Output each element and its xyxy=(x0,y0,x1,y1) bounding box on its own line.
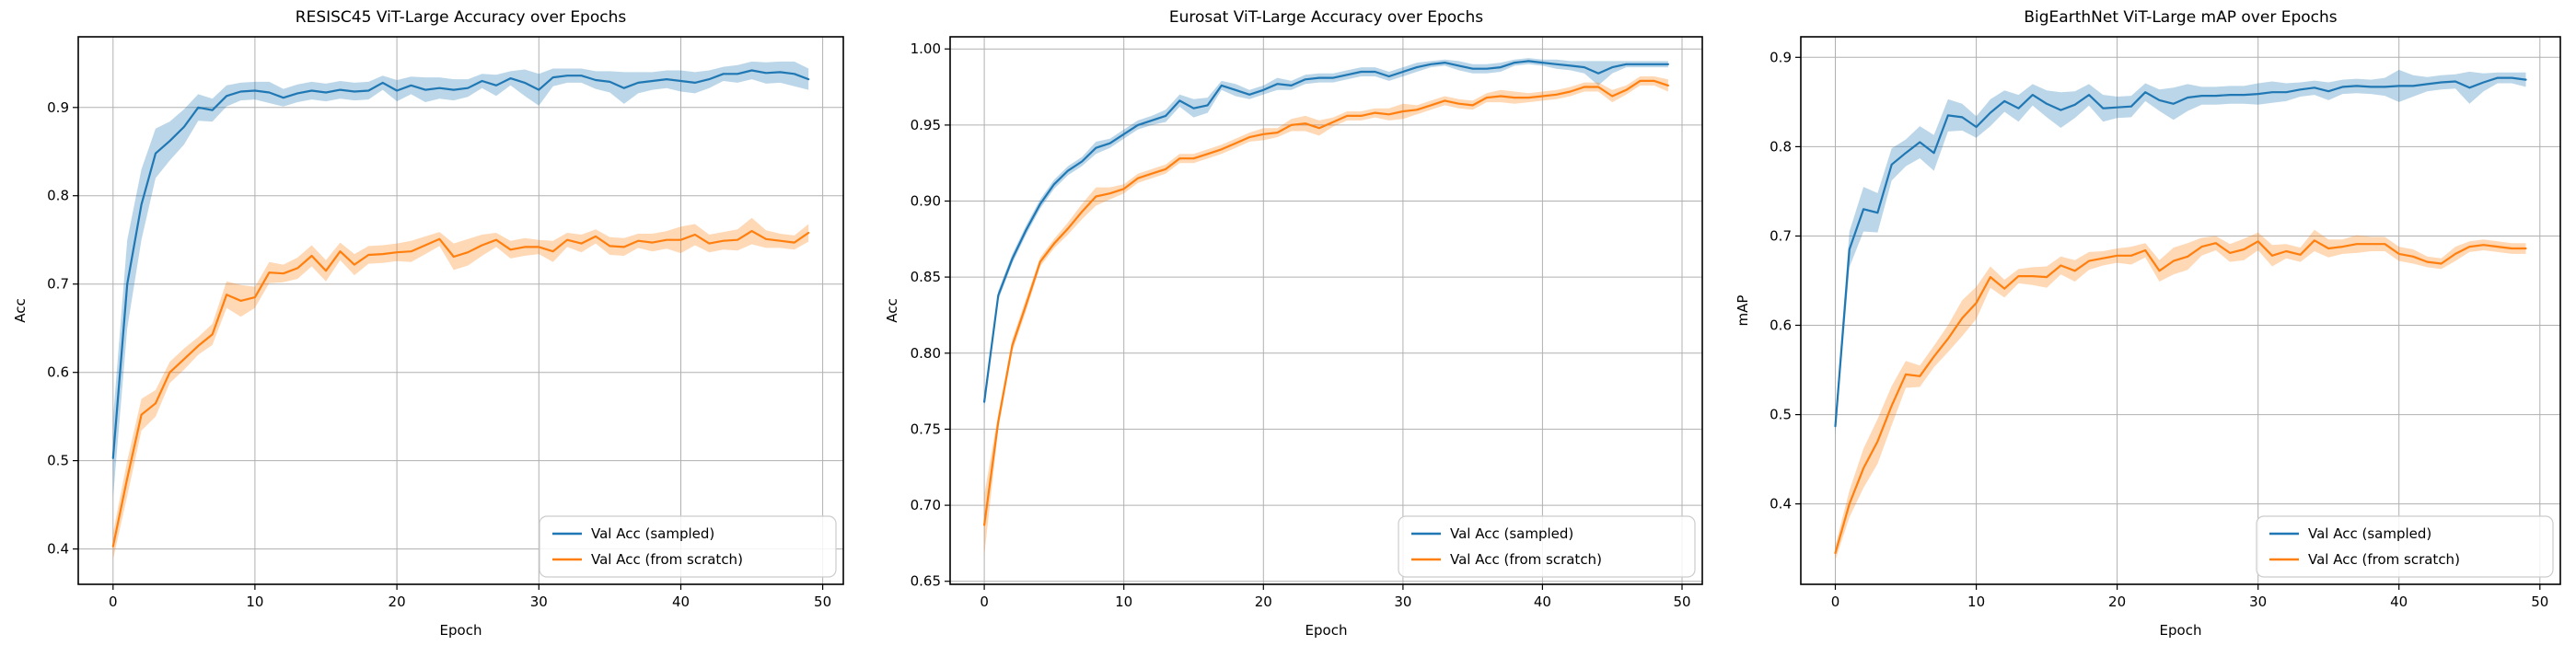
y-axis-label: Acc xyxy=(884,298,900,323)
x-tick-label: 10 xyxy=(1115,594,1132,610)
x-tick-label: 40 xyxy=(672,594,690,610)
x-tick-label: 50 xyxy=(2531,594,2548,610)
resisc45-chart-svg: 0 10 20 30 40 50 0.4 0.5 0.6 0.7 0.8 0.9 RESISC45 Vi… xyxy=(0,0,859,657)
x-tick-label: 40 xyxy=(2390,594,2408,610)
chart-panel-eurosat: 0 10 20 30 40 50 0.65 0.70 0.75 0.80 0.85 0.90 0.95 1… xyxy=(859,0,1718,657)
y-tick-label: 0.7 xyxy=(47,276,69,293)
y-tick-label: 0.90 xyxy=(911,193,941,210)
x-tick-label: 20 xyxy=(1255,594,1272,610)
y-tick-label: 0.80 xyxy=(911,345,941,362)
axes-spines xyxy=(1800,36,2561,585)
x-tick-label: 30 xyxy=(1394,594,1411,610)
y-tick-label: 0.70 xyxy=(911,497,941,513)
x-axis-label: Epoch xyxy=(2160,622,2202,639)
x-tick-label: 0 xyxy=(109,594,118,610)
legend: Val Acc (sampled) Val Acc (from scratch) xyxy=(539,515,837,578)
y-tick-label: 0.9 xyxy=(47,99,69,116)
chart-title: BigEarthNet ViT-Large mAP over Epochs xyxy=(2024,8,2337,27)
legend-label-1: Val Acc (from scratch) xyxy=(1450,551,1602,568)
x-tick-label: 0 xyxy=(1831,594,1840,610)
series-line-0 xyxy=(111,69,810,459)
y-tick-label: 0.8 xyxy=(1770,138,1792,155)
axes-spines xyxy=(77,36,844,585)
x-tick-label: 40 xyxy=(1534,594,1551,610)
legend-box xyxy=(2256,515,2554,578)
legend-label-0: Val Acc (sampled) xyxy=(591,525,714,542)
legend-box xyxy=(539,515,837,578)
series-line-0 xyxy=(983,60,1670,403)
legend-label-1: Val Acc (from scratch) xyxy=(591,551,743,568)
eurosat-chart-svg: 0 10 20 30 40 50 0.65 0.70 0.75 0.80 0.85 0.90 0.95 1… xyxy=(859,0,1718,657)
chart-panel-bigearthnet: 0 10 20 30 40 50 0.4 0.5 0.6 0.7 0.8 0.9 BigEarthNet… xyxy=(1718,0,2576,657)
series-line-1 xyxy=(983,79,1670,526)
y-tick-label: 0.95 xyxy=(911,117,941,133)
bigearthnet-chart-svg: 0 10 20 30 40 50 0.4 0.5 0.6 0.7 0.8 0.9 BigEarthNet… xyxy=(1718,0,2576,657)
legend: Val Acc (sampled) Val Acc (from scratch) xyxy=(2256,515,2554,578)
y-tick-label: 0.8 xyxy=(47,188,69,204)
x-tick-label: 50 xyxy=(1673,594,1690,610)
legend-box xyxy=(1398,515,1696,578)
legend-label-0: Val Acc (sampled) xyxy=(1450,525,1573,542)
chart-title: RESISC45 ViT-Large Accuracy over Epochs xyxy=(296,8,627,27)
y-tick-label: 0.65 xyxy=(911,573,941,590)
x-tick-label: 20 xyxy=(389,594,406,610)
series-line-1 xyxy=(1834,239,2527,555)
x-tick-label: 10 xyxy=(1967,594,1985,610)
x-tick-label: 20 xyxy=(2108,594,2126,610)
x-tick-label: 50 xyxy=(814,594,831,610)
x-tick-label: 0 xyxy=(980,594,989,610)
series-line-1 xyxy=(111,230,810,548)
y-axis-label: Acc xyxy=(12,298,29,323)
y-tick-label: 0.85 xyxy=(911,269,941,285)
chart-panel-resisc45: 0 10 20 30 40 50 0.4 0.5 0.6 0.7 0.8 0.9 RESISC45 Vi… xyxy=(0,0,859,657)
legend-label-1: Val Acc (from scratch) xyxy=(2308,551,2460,568)
axes-spines xyxy=(949,36,1703,585)
y-tick-label: 1.00 xyxy=(911,40,941,57)
series-line-0 xyxy=(1834,76,2527,428)
chart-title: Eurosat ViT-Large Accuracy over Epochs xyxy=(1169,8,1483,27)
y-axis-label: mAP xyxy=(1735,295,1751,327)
x-tick-label: 10 xyxy=(246,594,263,610)
y-tick-label: 0.5 xyxy=(47,453,69,469)
y-tick-label: 0.6 xyxy=(1770,317,1792,334)
y-tick-label: 0.4 xyxy=(1770,496,1792,513)
legend: Val Acc (sampled) Val Acc (from scratch) xyxy=(1398,515,1696,578)
x-tick-label: 30 xyxy=(530,594,548,610)
y-tick-label: 0.9 xyxy=(1770,49,1792,65)
y-tick-label: 0.5 xyxy=(1770,407,1792,423)
x-tick-label: 30 xyxy=(2249,594,2267,610)
y-tick-label: 0.6 xyxy=(47,364,69,381)
y-tick-label: 0.7 xyxy=(1770,228,1792,245)
y-tick-label: 0.4 xyxy=(47,541,69,558)
x-axis-label: Epoch xyxy=(1305,622,1348,639)
legend-label-0: Val Acc (sampled) xyxy=(2308,525,2431,542)
x-axis-label: Epoch xyxy=(440,622,482,639)
y-tick-label: 0.75 xyxy=(911,421,941,437)
